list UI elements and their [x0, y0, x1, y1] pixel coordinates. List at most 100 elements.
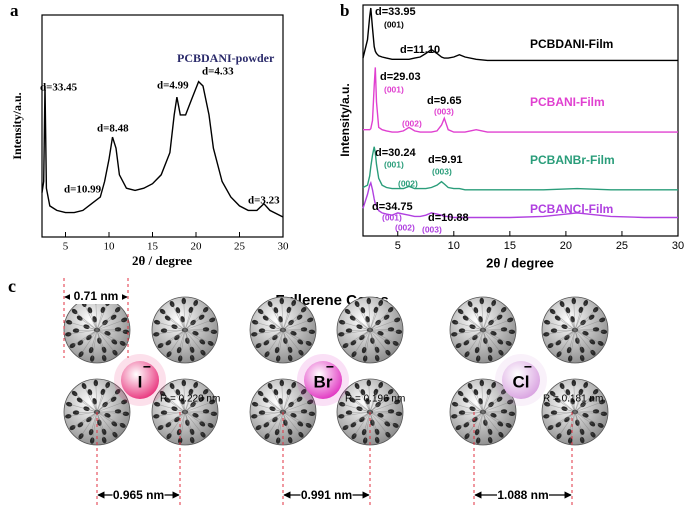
bond — [568, 329, 576, 351]
bond — [96, 329, 108, 334]
bond — [362, 392, 371, 413]
bond — [369, 411, 378, 432]
bond — [277, 411, 284, 441]
bond — [269, 385, 284, 413]
atom — [181, 379, 187, 387]
bond — [547, 321, 576, 331]
bond — [260, 393, 284, 413]
label-bg — [300, 487, 353, 503]
bond — [184, 329, 193, 359]
bond — [168, 411, 186, 437]
atom — [392, 422, 399, 428]
xrd-curve — [362, 146, 678, 191]
bond — [573, 300, 576, 331]
bond — [266, 329, 284, 355]
atom — [72, 328, 80, 333]
bond — [80, 411, 98, 426]
x-tick-label: 20 — [560, 240, 572, 252]
atom — [305, 340, 312, 346]
bond — [574, 398, 592, 413]
atom — [374, 436, 380, 444]
bond — [96, 411, 115, 425]
bond — [574, 411, 594, 435]
bond — [458, 329, 484, 346]
bond — [96, 329, 119, 331]
bond — [342, 403, 371, 413]
atom — [287, 436, 293, 444]
atom — [202, 409, 210, 414]
atom — [487, 428, 493, 435]
atom — [89, 437, 95, 444]
atom — [600, 411, 608, 417]
atom — [181, 297, 187, 305]
spacing-label: 0.991 nm — [301, 488, 352, 502]
annotation: (001) — [384, 19, 404, 29]
annotation: (003) — [422, 224, 442, 234]
atom — [87, 307, 93, 314]
bond — [177, 310, 186, 331]
bond — [553, 329, 576, 331]
bond — [352, 317, 371, 331]
annotation: (002) — [395, 222, 415, 232]
bond — [69, 321, 98, 331]
panel-label: c — [8, 276, 16, 296]
bond — [369, 316, 387, 331]
bond — [184, 398, 202, 413]
atom — [360, 307, 366, 314]
bond — [482, 411, 505, 413]
bond — [96, 411, 105, 432]
bond — [364, 329, 371, 359]
bond — [475, 392, 484, 413]
bond — [282, 411, 305, 413]
bond — [461, 329, 484, 331]
bond — [574, 329, 604, 333]
atom — [345, 328, 353, 333]
bond — [341, 411, 371, 417]
x-tick-label: 15 — [147, 241, 159, 253]
bond — [482, 411, 509, 426]
x-axis-title: 2θ / degree — [132, 253, 192, 268]
bond — [276, 411, 284, 433]
annotation: (001) — [384, 84, 404, 94]
bond — [96, 329, 126, 333]
atom — [160, 410, 168, 415]
annotation: (002) — [398, 178, 418, 188]
bond — [458, 411, 484, 428]
bond — [574, 391, 596, 413]
bond — [96, 329, 105, 350]
gap-label: 0.71 nm — [74, 289, 119, 303]
bond — [466, 329, 484, 344]
atom — [307, 317, 314, 323]
bond — [574, 411, 597, 413]
bond — [369, 411, 396, 426]
bond — [184, 309, 192, 331]
bond — [482, 329, 491, 359]
bond — [460, 393, 484, 413]
bond — [482, 329, 502, 353]
bond — [177, 392, 186, 413]
bond — [482, 329, 491, 350]
bond — [348, 411, 371, 413]
atom — [505, 340, 512, 346]
bond — [282, 411, 294, 416]
atom — [122, 411, 130, 417]
ion-charge: − — [326, 359, 334, 375]
bond — [156, 329, 186, 335]
bond — [184, 329, 211, 344]
bond — [179, 329, 186, 359]
y-axis-title: Intensity/a.u. — [338, 83, 352, 156]
atom — [88, 346, 94, 354]
bond — [89, 392, 98, 413]
atom — [507, 399, 514, 405]
bond — [96, 411, 119, 413]
bond — [184, 411, 204, 435]
bond — [184, 411, 196, 416]
atom — [500, 409, 508, 414]
annotation: PCBDANI-powder — [177, 51, 275, 65]
bond — [465, 317, 484, 331]
bond — [266, 411, 284, 437]
bond — [356, 303, 371, 331]
atom — [571, 379, 577, 387]
bond — [68, 411, 98, 417]
bond — [482, 398, 500, 413]
